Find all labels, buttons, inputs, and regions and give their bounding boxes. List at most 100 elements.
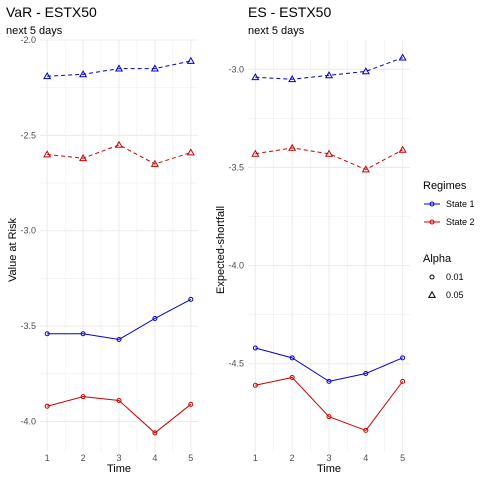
legend-state-2-label: State 2 <box>446 217 475 227</box>
legend-state-2-point-swatch <box>429 219 435 225</box>
var-state-1-alpha-001-point <box>116 336 122 342</box>
var-state-1-alpha-001-point <box>44 331 50 337</box>
var-state-2-alpha-001-point <box>44 403 50 409</box>
legend-alpha-001-label: 0.01 <box>446 272 464 282</box>
es-state-1-alpha-005-line <box>255 57 403 80</box>
es-x-tick-label: 3 <box>326 453 331 463</box>
var-state-2-alpha-005-point <box>114 140 124 148</box>
legend-state-1-label: State 1 <box>446 199 475 209</box>
es-state-2-alpha-001-point <box>252 382 258 388</box>
var-x-tick-label: 4 <box>152 453 157 463</box>
es-y-tick-labels: -3.0 -3.5 -4.0 -4.5 <box>228 64 244 368</box>
var-state-2-alpha-005-point <box>43 150 52 158</box>
var-state-1-alpha-005-point <box>150 64 159 72</box>
es-state-2-alpha-001-point <box>400 378 406 384</box>
var-x-tick-labels: 1 2 3 4 5 <box>45 453 194 463</box>
es-state-1-alpha-001-point <box>326 378 332 384</box>
es-state-2-alpha-005-point <box>324 149 334 157</box>
es-state-2-alpha-005-point <box>361 165 370 173</box>
es-state-2-alpha-005-point <box>398 145 407 153</box>
es-x-tick-label: 5 <box>400 453 405 463</box>
var-state-2-alpha-005-point <box>150 159 159 167</box>
var-state-2-alpha-001-point <box>116 398 122 403</box>
var-gridlines <box>40 39 198 452</box>
legend-alpha-001-circle-icon <box>429 274 435 280</box>
var-y-tick-label: -2.5 <box>20 130 36 140</box>
var-y-tick-label: -3.0 <box>20 226 36 236</box>
var-state-1-alpha-005-line <box>47 60 191 77</box>
var-state-1-alpha-005-point <box>186 56 195 64</box>
alpha-legend-title: Alpha <box>423 253 452 265</box>
legend-alpha-005-label: 0.05 <box>446 290 464 300</box>
legend-state-1-point-swatch <box>429 201 435 207</box>
var-state-1-alpha-001-point <box>188 296 194 302</box>
var-state-2-alpha-005-line <box>47 144 191 165</box>
var-x-tick-label: 3 <box>116 453 121 463</box>
var-y-tick-label: -4.0 <box>20 416 36 426</box>
es-state-1-alpha-001-point <box>289 355 295 361</box>
es-state-1-alpha-001-point <box>400 355 406 361</box>
es-y-tick-label: -3.0 <box>228 64 244 74</box>
var-chart-title: VaR - ESTX50 <box>6 4 97 20</box>
legend: Regimes State 1 State 2 Alpha 0.01 0.05 <box>423 180 475 300</box>
es-state-2-alpha-005-point <box>288 143 297 151</box>
var-state-1-alpha-001-line <box>47 298 192 340</box>
es-state-1-alpha-005-point <box>361 67 370 75</box>
es-state-1-alpha-001-point <box>363 371 369 377</box>
es-state-1-alpha-005-point <box>288 75 297 83</box>
es-state-2-alpha-001-point <box>363 427 369 433</box>
var-state-1-alpha-001-point <box>152 315 158 321</box>
es-panel: ES - ESTX50 next 5 days -3.0 -3.5 -4.0 -4.5… <box>215 4 410 475</box>
alpha-legend-items: 0.01 0.05 <box>427 272 464 300</box>
es-state-2-alpha-005-line <box>255 147 403 171</box>
regimes-legend-title: Regimes <box>423 180 467 192</box>
var-state-2-alpha-001-line <box>47 396 192 434</box>
var-state-2-alpha-001-point <box>188 401 194 407</box>
es-state-1-alpha-005-point <box>324 71 334 79</box>
var-chart-subtitle: next 5 days <box>6 25 63 37</box>
es-gridlines <box>248 40 410 452</box>
es-x-axis-title: Time <box>317 463 341 475</box>
legend-alpha-005-triangle-icon <box>427 290 437 298</box>
es-state-1-alpha-001-point <box>252 345 258 351</box>
var-state-1-alpha-005-point <box>79 70 88 78</box>
var-panel: VaR - ESTX50 next 5 days -2.0 -2.5 -3.0 -3.… <box>6 4 198 475</box>
var-state-2-alpha-001-point <box>152 430 158 436</box>
es-x-tick-labels: 1 2 3 4 5 <box>253 453 405 463</box>
es-y-tick-label: -4.5 <box>228 359 244 369</box>
var-state-1-alpha-005-point <box>114 64 124 72</box>
es-series <box>251 53 407 433</box>
es-y-axis-title: Expected-shortfall <box>215 206 227 294</box>
var-x-tick-label: 2 <box>81 453 86 463</box>
es-y-tick-label: -3.5 <box>228 163 244 173</box>
var-y-axis-title: Value at Risk <box>7 218 19 282</box>
es-x-tick-label: 1 <box>253 453 258 463</box>
regimes-legend-items: State 1 State 2 <box>424 199 475 227</box>
var-y-tick-labels: -2.0 -2.5 -3.0 -3.5 -4.0 <box>20 35 36 426</box>
var-state-2-alpha-005-point <box>186 148 195 156</box>
es-x-tick-label: 2 <box>290 453 295 463</box>
es-state-1-alpha-001-line <box>255 347 403 382</box>
var-state-2-alpha-005-point <box>79 154 88 162</box>
var-state-2-alpha-001-point <box>80 394 86 400</box>
es-state-2-alpha-001-point <box>289 374 295 380</box>
var-x-tick-label: 5 <box>188 453 193 463</box>
es-y-tick-label: -4.0 <box>228 261 244 271</box>
var-x-tick-label: 1 <box>45 453 50 463</box>
es-chart-title: ES - ESTX50 <box>248 4 331 20</box>
var-state-1-alpha-005-point <box>43 72 52 80</box>
es-state-2-alpha-001-line <box>255 376 404 432</box>
es-state-1-alpha-005-point <box>251 73 260 81</box>
var-y-tick-label: -2.0 <box>20 35 36 45</box>
es-state-2-alpha-005-point <box>251 149 260 157</box>
var-y-tick-label: -3.5 <box>20 321 36 331</box>
es-x-tick-label: 4 <box>363 453 368 463</box>
var-series <box>43 56 195 436</box>
es-state-1-alpha-005-point <box>398 53 407 61</box>
es-chart-subtitle: next 5 days <box>248 25 305 37</box>
es-state-2-alpha-001-point <box>326 414 332 420</box>
var-state-1-alpha-001-point <box>80 331 86 337</box>
var-x-axis-title: Time <box>107 463 131 475</box>
